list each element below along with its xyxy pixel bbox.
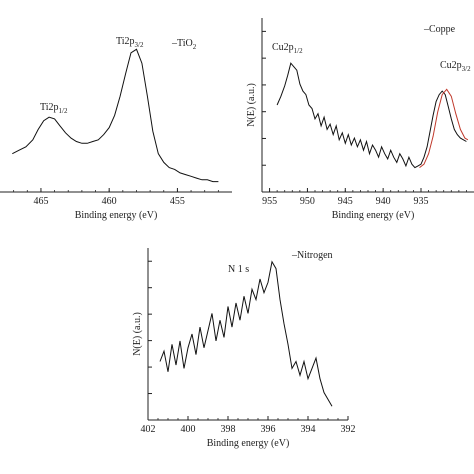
x-axis-label: Binding energy (eV): [75, 210, 158, 221]
x-tick-label: 394: [301, 424, 316, 435]
x-tick-label: 940: [376, 196, 391, 207]
series-line-1: [12, 48, 219, 183]
x-tick-label: 955: [262, 196, 277, 207]
peak-label: Cu2p3/2: [440, 60, 471, 73]
x-tick-label: 465: [33, 196, 48, 207]
peak-label: N 1 s: [228, 264, 249, 275]
x-tick-label: 396: [261, 424, 276, 435]
x-tick-label: 392: [341, 424, 356, 435]
peak-label: Ti2p3/2: [116, 36, 144, 49]
x-tick-label: 455: [170, 196, 185, 207]
legend-entry: –Nitrogen: [291, 250, 333, 261]
y-axis-label: N(E) (a.u.): [246, 83, 257, 127]
chart-panel-3: 402 400 398 396 394 392 Binding energy (eV) N(E…: [132, 248, 356, 449]
series-line-1: [276, 62, 467, 169]
x-axis-label: Binding energy (eV): [207, 438, 290, 449]
x-tick-label: 935: [414, 196, 429, 207]
chart-panel-2: 955 950 945 940 935 Binding energy (eV) N(E) (…: [246, 18, 474, 221]
chart-panel-1: 465 460 455 Binding energy (eV) –TiO2 Ti2p1/2…: [0, 36, 232, 221]
legend-entry: –TiO2: [171, 38, 197, 51]
x-axis-label: Binding energy (eV): [332, 210, 415, 221]
peak-label: Ti2p1/2: [40, 102, 68, 115]
x-tick-label: 402: [141, 424, 156, 435]
series-line-1: [159, 260, 333, 407]
x-tick-label: 400: [181, 424, 196, 435]
series-line-2: [419, 88, 469, 168]
x-tick-label: 945: [338, 196, 353, 207]
legend-entry: –Coppe: [423, 24, 456, 35]
x-tick-label: 950: [300, 196, 315, 207]
x-tick-label: 460: [102, 196, 117, 207]
y-axis-label: N(E) (a.u.): [132, 312, 143, 356]
x-tick-label: 398: [221, 424, 236, 435]
peak-label: Cu2p1/2: [272, 42, 303, 55]
